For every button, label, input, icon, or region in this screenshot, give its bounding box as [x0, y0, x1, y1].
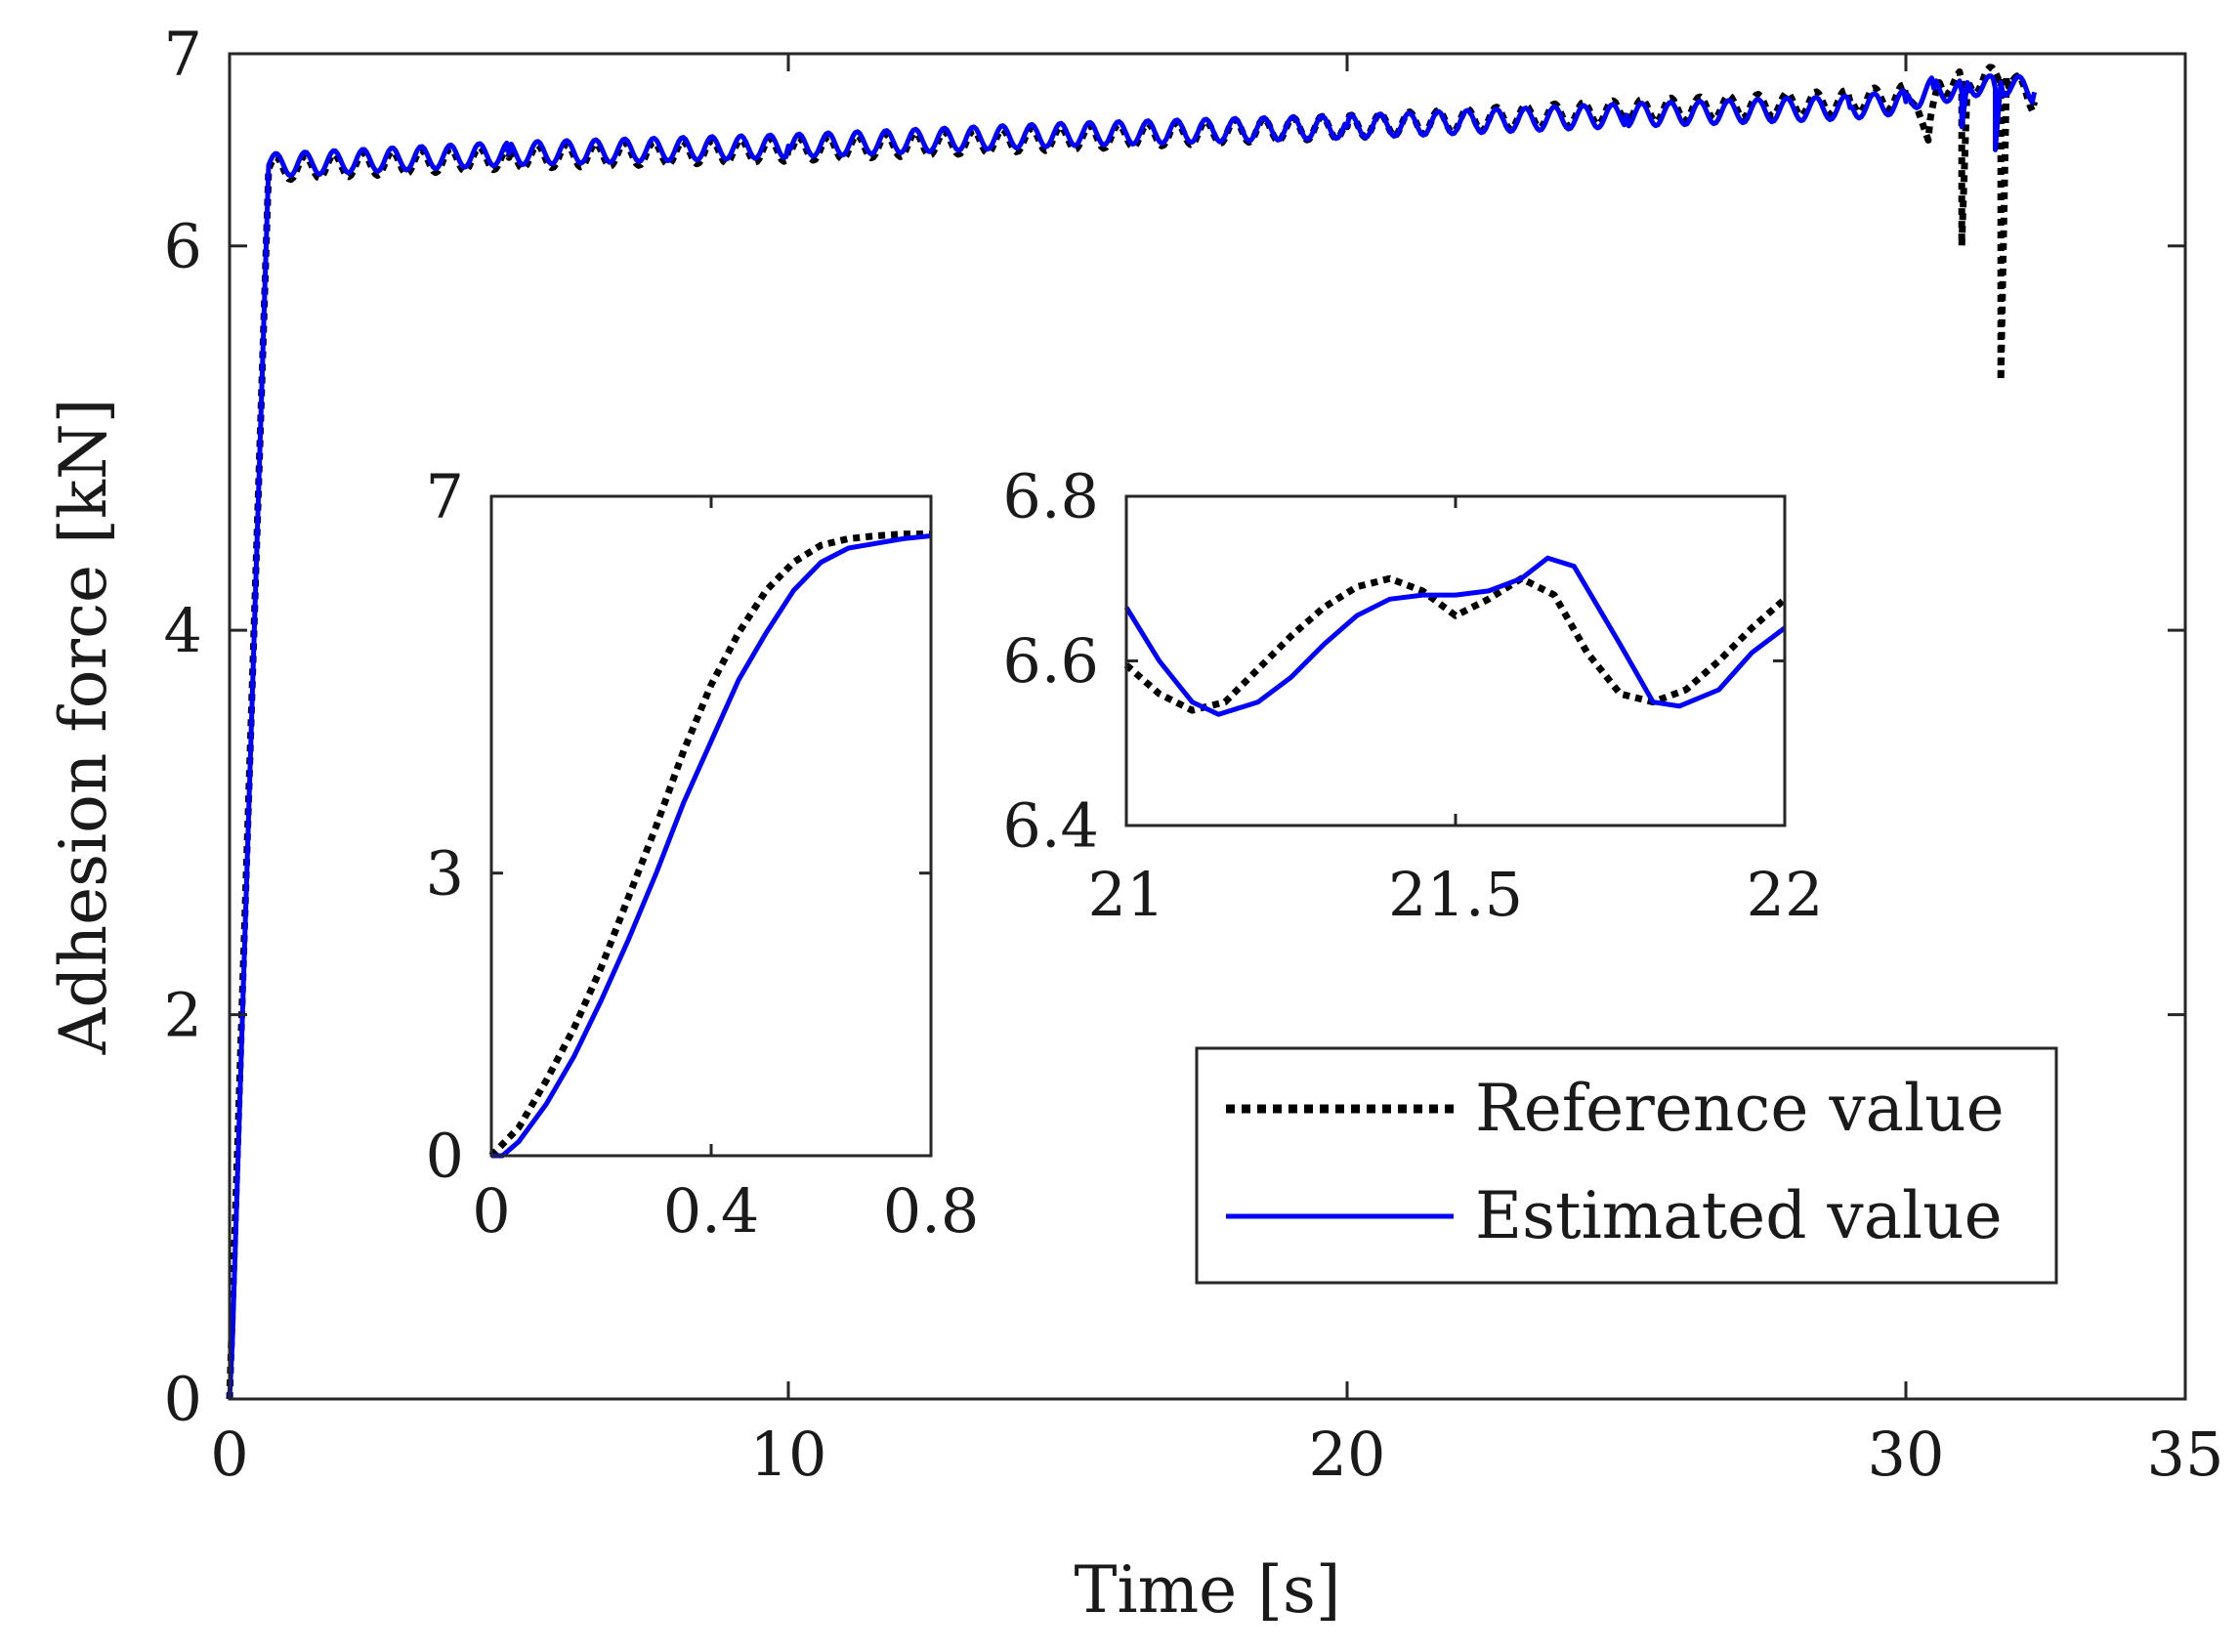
main-ytick-label: 0	[164, 1364, 202, 1435]
inset_zoom-series-estimated-line	[1123, 555, 1787, 717]
main-xtick-label: 20	[1309, 1419, 1386, 1490]
inset_start-ytick-label: 3	[426, 837, 464, 909]
inset-chart-zoom: 21 21.5 22 6.4 6.6 6.8	[1002, 461, 1823, 930]
main-xtick-label: 30	[1868, 1419, 1945, 1490]
inset_zoom-ytick-label: 6.6	[1002, 625, 1099, 697]
legend-label-reference: Reference value	[1475, 1071, 2005, 1146]
legend-box	[1195, 1046, 2058, 1285]
main-ytick-label: 6	[164, 210, 202, 281]
inset_start-ytick-label: 7	[426, 461, 464, 532]
inset_start-series-reference-line	[488, 530, 931, 1159]
inset_zoom-ytick-label: 6.8	[1002, 461, 1099, 532]
inset_zoom-xtick-label: 21.5	[1388, 859, 1523, 930]
x-axis-label: Time [s]	[1074, 1552, 1340, 1628]
inset_start-xtick-label: 0.8	[883, 1175, 980, 1247]
main-axes-frame	[228, 52, 2187, 1401]
legend: Reference value Estimated value	[1195, 1046, 2058, 1285]
inset_zoom-series-reference-line	[1123, 574, 1788, 714]
inset_zoom-xtick-label: 22	[1747, 859, 1824, 930]
y-axis-label: Adhesion force [kN]	[46, 399, 121, 1056]
main-ytick-label: 7	[164, 19, 202, 90]
main-series-estimated-line	[227, 73, 2038, 1400]
inset_zoom-xtick-label: 21	[1088, 859, 1165, 930]
inset_start-xtick-label: 0	[472, 1175, 510, 1247]
inset_start-series-estimated-line	[491, 533, 932, 1159]
main-ytick-label: 2	[164, 979, 202, 1050]
inset_zoom-ytick-label: 6.4	[1002, 790, 1099, 862]
legend-label-estimated: Estimated value	[1475, 1178, 2003, 1253]
inset_start-ytick-label: 0	[426, 1121, 464, 1192]
main-xtick-label: 35	[2147, 1419, 2224, 1490]
main-ytick-label: 4	[164, 595, 202, 666]
inset_start-xtick-label: 0.4	[663, 1175, 760, 1247]
main-xtick-label: 10	[750, 1419, 827, 1490]
main-xtick-label: 0	[210, 1419, 248, 1490]
inset-chart-startup: 0 0.4 0.8 0 3 7	[426, 461, 980, 1247]
